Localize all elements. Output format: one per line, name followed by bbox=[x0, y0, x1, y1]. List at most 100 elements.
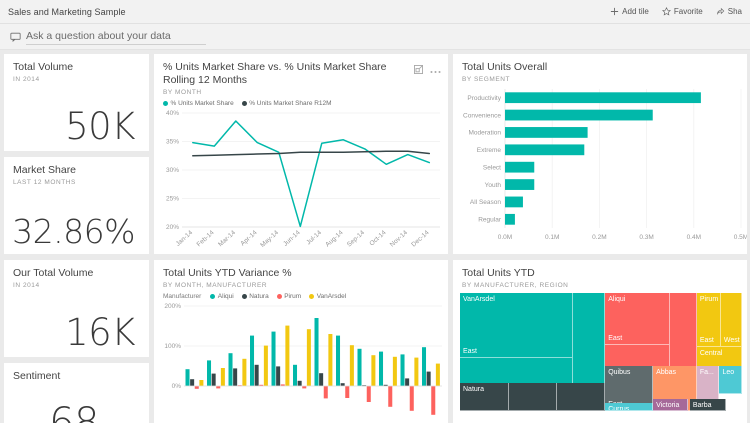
svg-text:100%: 100% bbox=[164, 343, 181, 350]
svg-text:Productivity: Productivity bbox=[467, 95, 501, 102]
legend-item[interactable]: % Units Market Share R12M bbox=[241, 100, 332, 107]
treemap: VanArsdel East Central West Natura Aliqui East… bbox=[460, 293, 742, 411]
treemap-node[interactable]: West bbox=[720, 293, 742, 348]
legend-label: Natura bbox=[249, 293, 269, 300]
tile-title: Our Total Volume bbox=[13, 267, 94, 279]
svg-text:Extreme: Extreme bbox=[477, 147, 502, 154]
legend-item[interactable]: Aliqui bbox=[210, 293, 234, 300]
svg-text:Aug-14: Aug-14 bbox=[324, 229, 345, 248]
tile-title: % Units Market Share vs. % Units Market … bbox=[163, 61, 387, 86]
legend-label: VanArsdel bbox=[316, 293, 347, 300]
add-tile-button[interactable]: Add tile bbox=[610, 7, 649, 16]
share-button[interactable]: Sha bbox=[716, 7, 742, 16]
column-natura-mar bbox=[233, 368, 238, 386]
right-column: Total Units Overall BY SEGMENT 0.0M 0.1M 0… bbox=[453, 54, 747, 423]
favorite-label: Favorite bbox=[673, 7, 703, 16]
column-natura-jul bbox=[319, 373, 324, 386]
left-column: Total Volume IN 2014 50K Market Share LA… bbox=[4, 54, 149, 423]
tile-market-share[interactable]: Market Share LAST 12 MONTHS 32.86% bbox=[4, 157, 149, 254]
legend-item[interactable]: VanArsdel bbox=[309, 293, 346, 300]
treemap-node[interactable]: Aliqui East bbox=[605, 293, 671, 345]
treemap-node-label: Victoria bbox=[656, 402, 680, 410]
treemap-node[interactable]: Pirum East bbox=[696, 293, 721, 348]
tile-ytd-variance-chart[interactable]: Total Units YTD Variance % BY MONTH, MAN… bbox=[154, 260, 448, 423]
favorite-button[interactable]: Favorite bbox=[661, 7, 703, 16]
share-label: Sha bbox=[727, 7, 742, 16]
column-pirum-nov bbox=[409, 386, 414, 411]
tile-total-volume[interactable]: Total Volume IN 2014 50K bbox=[4, 54, 149, 151]
line-series--units-market-share bbox=[192, 120, 431, 228]
line-chart-legend: % Units Market Share % Units Market Shar… bbox=[154, 96, 448, 107]
treemap-node-label: Natura bbox=[463, 385, 485, 393]
treemap-node[interactable]: Victoria bbox=[653, 399, 689, 411]
column-pirum-apr bbox=[259, 384, 264, 386]
svg-text:Jun-14: Jun-14 bbox=[282, 229, 302, 248]
column-vanarsdel-feb bbox=[220, 368, 225, 386]
treemap-node[interactable]: Currus bbox=[605, 402, 654, 411]
tile-our-total-volume[interactable]: Our Total Volume IN 2014 16K bbox=[4, 260, 149, 357]
treemap-node-label: Currus bbox=[608, 405, 630, 411]
svg-text:Oct-14: Oct-14 bbox=[368, 229, 387, 248]
svg-text:Regular: Regular bbox=[478, 217, 502, 224]
variance-chart-plot: 0% 100% 200% bbox=[154, 300, 448, 421]
qa-search-input[interactable] bbox=[26, 28, 206, 45]
column-vanarsdel-may bbox=[285, 325, 290, 386]
focus-mode-icon[interactable] bbox=[414, 61, 423, 79]
legend-label: Pirum bbox=[284, 293, 302, 300]
column-aliqui-feb bbox=[207, 360, 212, 386]
column-aliqui-jul bbox=[314, 318, 319, 386]
top-bar: Sales and Marketing Sample Add tile Favo… bbox=[0, 0, 750, 24]
variance-legend: Manufacturer Aliqui Natura Pirum bbox=[154, 289, 448, 300]
svg-text:0.3M: 0.3M bbox=[639, 234, 653, 241]
tile-subtitle: BY SEGMENT bbox=[462, 76, 511, 83]
tile-market-share-line-chart[interactable]: % Units Market Share vs. % Units Market … bbox=[154, 54, 448, 254]
tile-total-units-ytd-treemap[interactable]: Total Units YTD BY MANUFACTURER, REGION … bbox=[453, 260, 747, 423]
column-pirum-aug bbox=[345, 386, 350, 398]
svg-text:Nov-14: Nov-14 bbox=[389, 229, 410, 248]
treemap-node[interactable]: Barba bbox=[689, 399, 727, 411]
variance-chart-svg: 0% 100% 200% bbox=[164, 303, 442, 415]
legend-swatch bbox=[241, 294, 247, 299]
bar-regular bbox=[505, 213, 515, 225]
more-options-icon[interactable] bbox=[430, 61, 441, 79]
svg-text:Youth: Youth bbox=[485, 182, 502, 189]
legend-item[interactable]: Natura bbox=[241, 293, 269, 300]
column-pirum-jul bbox=[323, 386, 328, 399]
treemap-node[interactable]: Leo bbox=[719, 366, 742, 395]
qa-input-wrap[interactable] bbox=[10, 28, 206, 45]
tile-title: Market Share bbox=[13, 164, 77, 176]
legend-item[interactable]: Pirum bbox=[276, 293, 302, 300]
treemap-node[interactable]: VanArsdel East bbox=[460, 293, 573, 358]
line-chart-svg: 20% 25% 30% 35% 40% Jan-14 Feb-14 Mar-14 Apr-14 M… bbox=[166, 110, 440, 249]
column-vanarsdel-dec bbox=[435, 363, 440, 386]
line-chart-plot: 20% 25% 30% 35% 40% Jan-14 Feb-14 Mar-14 Apr-14 M… bbox=[154, 107, 448, 254]
add-tile-label: Add tile bbox=[622, 7, 649, 16]
card-value: 50K bbox=[65, 105, 135, 148]
legend-swatch bbox=[163, 101, 168, 106]
svg-text:0.4M: 0.4M bbox=[687, 234, 701, 241]
column-vanarsdel-sep bbox=[371, 355, 376, 386]
svg-text:Feb-14: Feb-14 bbox=[196, 229, 216, 248]
bar-all-season bbox=[505, 196, 523, 208]
tile-sentiment[interactable]: Sentiment 68 bbox=[4, 363, 149, 423]
column-natura-may bbox=[276, 366, 281, 386]
column-aliqui-aug bbox=[336, 335, 341, 386]
column-natura-nov bbox=[405, 378, 410, 386]
tile-total-units-overall[interactable]: Total Units Overall BY SEGMENT 0.0M 0.1M 0… bbox=[453, 54, 747, 254]
svg-text:30%: 30% bbox=[166, 167, 179, 174]
card-value: 68 bbox=[49, 400, 99, 423]
treemap-node[interactable]: Natura bbox=[460, 382, 606, 411]
bar-chart-svg: 0.0M 0.1M 0.2M 0.3M 0.4M 0.5M Productivity Conv… bbox=[463, 89, 747, 241]
treemap-node-label: Leo bbox=[722, 369, 735, 377]
svg-text:0.2M: 0.2M bbox=[592, 234, 606, 241]
column-vanarsdel-oct bbox=[392, 356, 397, 386]
legend-item[interactable]: % Units Market Share bbox=[163, 100, 234, 107]
treemap-node-label: Central bbox=[699, 350, 723, 358]
tile-subtitle: LAST 12 MONTHS bbox=[13, 179, 76, 186]
svg-text:Sep-14: Sep-14 bbox=[346, 229, 367, 248]
column-natura-feb bbox=[211, 373, 216, 386]
tile-subtitle: BY MONTH, MANUFACTURER bbox=[163, 282, 268, 289]
legend-swatch bbox=[210, 294, 216, 299]
column-aliqui-jan bbox=[185, 369, 190, 386]
